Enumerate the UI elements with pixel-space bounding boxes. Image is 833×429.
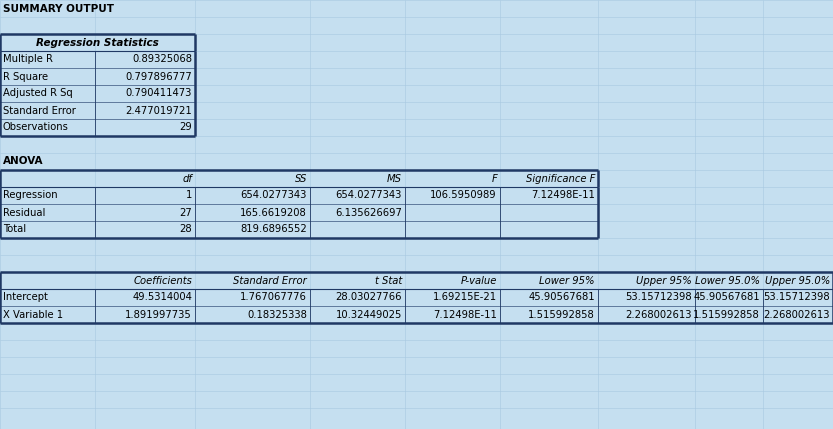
Text: 0.797896777: 0.797896777 <box>125 72 192 82</box>
Text: 1.767067776: 1.767067776 <box>240 293 307 302</box>
Text: 165.6619208: 165.6619208 <box>240 208 307 218</box>
Text: Coefficients: Coefficients <box>133 275 192 286</box>
Text: 10.32449025: 10.32449025 <box>336 309 402 320</box>
Text: ANOVA: ANOVA <box>3 157 43 166</box>
Text: 45.90567681: 45.90567681 <box>693 293 760 302</box>
Text: 27: 27 <box>179 208 192 218</box>
Text: 28: 28 <box>179 224 192 235</box>
Text: 53.15712398: 53.15712398 <box>763 293 830 302</box>
Text: Lower 95.0%: Lower 95.0% <box>695 275 760 286</box>
Text: 2.268002613: 2.268002613 <box>626 309 692 320</box>
Text: F: F <box>491 173 497 184</box>
Text: 7.12498E-11: 7.12498E-11 <box>531 190 595 200</box>
Text: Upper 95.0%: Upper 95.0% <box>765 275 830 286</box>
Text: Upper 95%: Upper 95% <box>636 275 692 286</box>
Text: t Stat: t Stat <box>375 275 402 286</box>
Text: 1.69215E-21: 1.69215E-21 <box>433 293 497 302</box>
Text: SUMMARY OUTPUT: SUMMARY OUTPUT <box>3 3 114 13</box>
Text: 106.5950989: 106.5950989 <box>431 190 497 200</box>
Text: Multiple R: Multiple R <box>3 54 52 64</box>
Text: Residual: Residual <box>3 208 45 218</box>
Text: 53.15712398: 53.15712398 <box>626 293 692 302</box>
Text: 1: 1 <box>186 190 192 200</box>
Text: 1.891997735: 1.891997735 <box>125 309 192 320</box>
Text: MS: MS <box>387 173 402 184</box>
Text: 7.12498E-11: 7.12498E-11 <box>433 309 497 320</box>
Text: 2.477019721: 2.477019721 <box>125 106 192 115</box>
Text: X Variable 1: X Variable 1 <box>3 309 63 320</box>
Text: Standard Error: Standard Error <box>233 275 307 286</box>
Text: Regression: Regression <box>3 190 57 200</box>
Text: Adjusted R Sq: Adjusted R Sq <box>3 88 72 99</box>
Text: 49.5314004: 49.5314004 <box>132 293 192 302</box>
Text: df: df <box>182 173 192 184</box>
Text: R Square: R Square <box>3 72 48 82</box>
Text: SS: SS <box>295 173 307 184</box>
Text: 654.0277343: 654.0277343 <box>241 190 307 200</box>
Text: 28.03027766: 28.03027766 <box>336 293 402 302</box>
Text: 6.135626697: 6.135626697 <box>335 208 402 218</box>
Text: Total: Total <box>3 224 26 235</box>
Text: 0.18325338: 0.18325338 <box>247 309 307 320</box>
Text: Lower 95%: Lower 95% <box>540 275 595 286</box>
Text: 45.90567681: 45.90567681 <box>528 293 595 302</box>
Text: 2.268002613: 2.268002613 <box>764 309 830 320</box>
Text: Regression Statistics: Regression Statistics <box>36 37 159 48</box>
Text: 1.515992858: 1.515992858 <box>528 309 595 320</box>
Text: 654.0277343: 654.0277343 <box>336 190 402 200</box>
Text: 0.790411473: 0.790411473 <box>126 88 192 99</box>
Text: 819.6896552: 819.6896552 <box>240 224 307 235</box>
Text: Standard Error: Standard Error <box>3 106 76 115</box>
Text: Observations: Observations <box>3 123 69 133</box>
Text: P-value: P-value <box>461 275 497 286</box>
Text: Significance F: Significance F <box>526 173 595 184</box>
Text: 1.515992858: 1.515992858 <box>693 309 760 320</box>
Text: 29: 29 <box>179 123 192 133</box>
Text: 0.89325068: 0.89325068 <box>132 54 192 64</box>
Text: Intercept: Intercept <box>3 293 47 302</box>
